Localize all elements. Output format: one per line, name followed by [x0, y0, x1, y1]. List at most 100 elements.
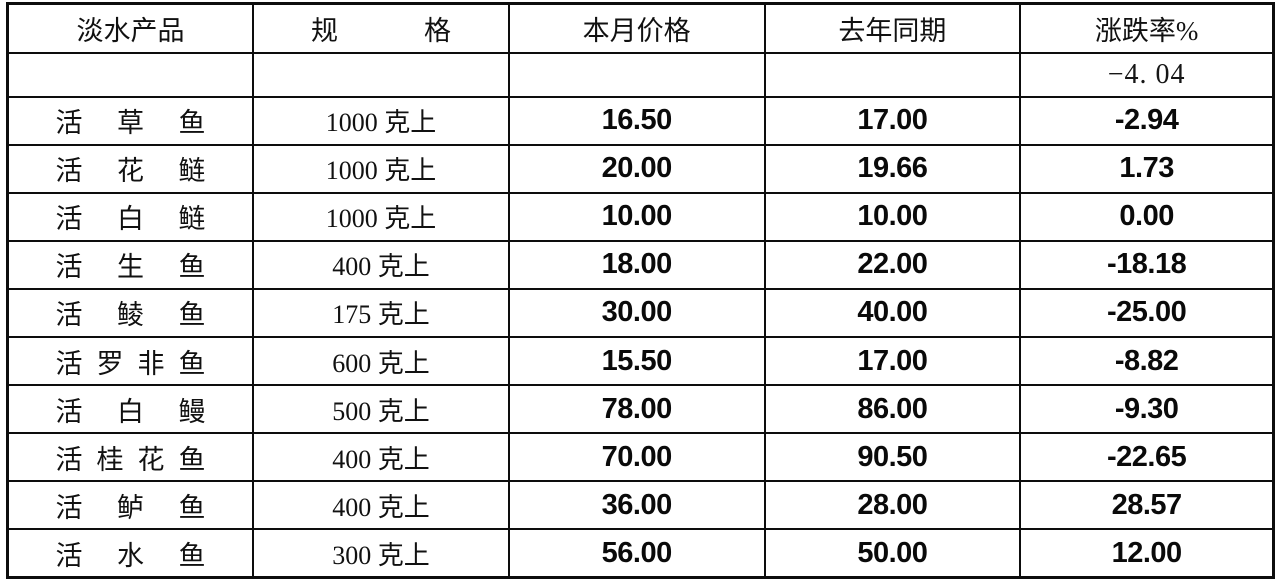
current-price-cell: 56.00	[507, 528, 766, 579]
last-year-value: 22.00	[857, 248, 928, 281]
spec-value: 500 克上	[332, 396, 430, 426]
product-cell: 活生鱼	[6, 239, 255, 290]
product-name: 活白鳗	[55, 396, 206, 427]
last-year-value: 17.00	[857, 104, 928, 137]
product-name: 活罗非鱼	[55, 348, 206, 379]
table-row: 活花鲢 1000 克上 20.00 19.66 1.73	[6, 143, 1275, 194]
change-rate-cell: 12.00	[1019, 528, 1275, 579]
current-price-cell: 18.00	[507, 239, 766, 290]
spec-value: 1000 克上	[325, 108, 437, 138]
current-price-value: 78.00	[601, 392, 673, 425]
table-row: 活白鲢 1000 克上 10.00 10.00 0.00	[6, 191, 1275, 242]
header-product-label: 淡水产品	[76, 15, 185, 46]
summary-row: −4. 04	[6, 51, 1275, 98]
current-price-value: 15.50	[601, 344, 673, 377]
current-price-cell: 20.00	[507, 143, 766, 194]
summary-lastyear-cell	[763, 51, 1022, 98]
product-cell: 活白鲢	[6, 191, 255, 242]
header-change-rate-label: 涨跌率%	[1094, 15, 1199, 46]
last-year-cell: 40.00	[763, 287, 1022, 338]
header-current-price: 本月价格	[507, 2, 766, 54]
current-price-cell: 36.00	[507, 480, 766, 531]
spec-cell: 300 克上	[252, 528, 510, 579]
change-rate-value: -9.30	[1114, 392, 1179, 425]
last-year-value: 28.00	[857, 488, 928, 521]
last-year-value: 90.50	[857, 440, 928, 473]
table-header-row: 淡水产品 规格 本月价格 去年同期 涨跌率%	[6, 2, 1275, 54]
current-price-value: 30.00	[601, 296, 673, 329]
spec-cell: 400 克上	[252, 480, 510, 531]
change-rate-cell: -9.30	[1019, 384, 1275, 435]
product-cell: 活草鱼	[6, 95, 255, 146]
change-rate-cell: 1.73	[1019, 143, 1275, 194]
last-year-cell: 10.00	[763, 191, 1022, 242]
last-year-value: 10.00	[857, 200, 928, 233]
change-rate-value: 1.73	[1119, 152, 1174, 185]
last-year-cell: 22.00	[763, 239, 1022, 290]
table-row: 活水鱼 300 克上 56.00 50.00 12.00	[6, 528, 1275, 579]
spec-cell: 175 克上	[252, 287, 510, 338]
table-row: 活桂花鱼 400 克上 70.00 90.50 -22.65	[6, 432, 1275, 483]
product-cell: 活白鳗	[6, 384, 255, 435]
current-price-cell: 16.50	[507, 95, 766, 146]
spec-value: 300 克上	[332, 540, 430, 570]
current-price-value: 16.50	[601, 104, 673, 137]
summary-product-cell	[6, 51, 255, 98]
last-year-value: 50.00	[857, 536, 928, 569]
spec-cell: 1000 克上	[252, 95, 510, 146]
change-rate-value: -22.65	[1107, 440, 1187, 473]
product-cell: 活鲈鱼	[6, 480, 255, 531]
current-price-value: 10.00	[601, 200, 673, 233]
product-name: 活桂花鱼	[55, 444, 206, 475]
spec-cell: 500 克上	[252, 384, 510, 435]
spec-value: 400 克上	[332, 444, 430, 474]
header-product: 淡水产品	[6, 2, 255, 54]
freshwater-price-table: 淡水产品 规格 本月价格 去年同期 涨跌率% −4. 04 活草鱼 1000 克…	[6, 2, 1275, 579]
spec-cell: 400 克上	[252, 239, 510, 290]
table-row: 活鲮鱼 175 克上 30.00 40.00 -25.00	[6, 287, 1275, 338]
header-spec-label: 规格	[310, 15, 451, 46]
header-change-rate: 涨跌率%	[1019, 2, 1275, 54]
last-year-cell: 86.00	[763, 384, 1022, 435]
last-year-cell: 90.50	[763, 432, 1022, 483]
table-row: 活生鱼 400 克上 18.00 22.00 -18.18	[6, 239, 1275, 290]
change-rate-value: -25.00	[1107, 296, 1187, 329]
header-last-year-label: 去年同期	[838, 15, 947, 46]
summary-change: −4. 04	[1107, 58, 1186, 90]
current-price-value: 20.00	[601, 152, 673, 185]
spec-cell: 400 克上	[252, 432, 510, 483]
change-rate-cell: 0.00	[1019, 191, 1275, 242]
summary-spec-cell	[252, 51, 510, 98]
summary-change-cell: −4. 04	[1019, 51, 1275, 98]
product-cell: 活鲮鱼	[6, 287, 255, 338]
spec-value: 1000 克上	[325, 156, 437, 186]
change-rate-value: -8.82	[1114, 344, 1179, 377]
change-rate-cell: -8.82	[1019, 335, 1275, 387]
product-cell: 活花鲢	[6, 143, 255, 194]
change-rate-value: 28.57	[1111, 488, 1183, 521]
spec-cell: 1000 克上	[252, 143, 510, 194]
spec-cell: 600 克上	[252, 335, 510, 387]
product-cell: 活水鱼	[6, 528, 255, 579]
spec-value: 400 克上	[332, 492, 430, 522]
spec-value: 1000 克上	[325, 204, 437, 234]
summary-current-cell	[507, 51, 766, 98]
product-cell: 活桂花鱼	[6, 432, 255, 483]
change-rate-cell: 28.57	[1019, 480, 1275, 531]
change-rate-cell: -25.00	[1019, 287, 1275, 338]
change-rate-value: -2.94	[1114, 104, 1179, 137]
spec-value: 600 克上	[332, 348, 430, 378]
last-year-cell: 50.00	[763, 528, 1022, 579]
product-name: 活生鱼	[55, 252, 206, 283]
last-year-cell: 17.00	[763, 95, 1022, 146]
spec-value: 175 克上	[332, 300, 430, 330]
current-price-value: 56.00	[601, 536, 673, 569]
product-name: 活草鱼	[55, 108, 206, 139]
last-year-value: 19.66	[857, 152, 928, 185]
product-name: 活花鲢	[55, 156, 206, 187]
current-price-cell: 15.50	[507, 335, 766, 387]
change-rate-cell: -2.94	[1019, 95, 1275, 146]
table-row: 活罗非鱼 600 克上 15.50 17.00 -8.82	[6, 335, 1275, 387]
header-spec: 规格	[252, 2, 510, 54]
change-rate-value: -18.18	[1107, 248, 1187, 281]
